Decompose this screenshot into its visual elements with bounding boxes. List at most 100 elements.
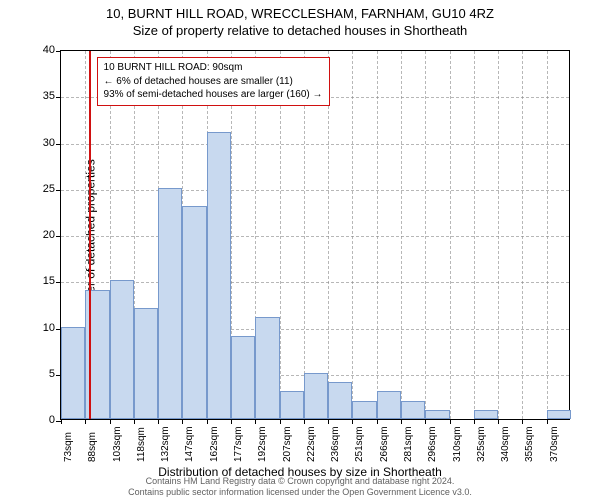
xtick-label: 325sqm — [476, 426, 487, 462]
xtick-mark — [328, 419, 329, 424]
histogram-bar — [207, 132, 231, 419]
ytick-label: 40 — [15, 44, 55, 56]
histogram-bar — [304, 373, 328, 419]
xtick-label: 103sqm — [112, 426, 123, 462]
xtick-mark — [231, 419, 232, 424]
xtick-mark — [304, 419, 305, 424]
annotation-line-1: 10 BURNT HILL ROAD: 90sqm — [104, 61, 323, 75]
gridline-v — [401, 51, 402, 419]
ytick-label: 30 — [15, 137, 55, 149]
gridline-v — [352, 51, 353, 419]
histogram-bar — [280, 391, 304, 419]
xtick-label: 118sqm — [136, 427, 147, 462]
xtick-label: 147sqm — [184, 426, 195, 462]
ytick-label: 35 — [15, 90, 55, 102]
histogram-bar — [231, 336, 255, 419]
gridline-v — [304, 51, 305, 419]
xtick-label: 207sqm — [282, 426, 293, 462]
annotation-line-2: ← 6% of detached houses are smaller (11) — [104, 75, 323, 89]
xtick-mark — [134, 419, 135, 424]
xtick-label: 162sqm — [209, 426, 220, 462]
gridline-v — [328, 51, 329, 419]
histogram-bar — [328, 382, 352, 419]
xtick-mark — [425, 419, 426, 424]
ytick-mark — [56, 51, 61, 52]
xtick-mark — [158, 419, 159, 424]
xtick-label: 281sqm — [403, 426, 414, 462]
ytick-mark — [56, 190, 61, 191]
gridline-h — [61, 144, 569, 145]
histogram-bar — [182, 206, 206, 419]
gridline-v — [474, 51, 475, 419]
histogram-bar — [401, 401, 425, 420]
histogram-bar — [352, 401, 376, 420]
xtick-mark — [547, 419, 548, 424]
gridline-h — [61, 190, 569, 191]
histogram-bar — [255, 317, 279, 419]
xtick-label: 266sqm — [379, 426, 390, 462]
xtick-mark — [474, 419, 475, 424]
ytick-label: 5 — [15, 368, 55, 380]
footer-attribution: Contains HM Land Registry data © Crown c… — [0, 476, 600, 499]
gridline-v — [498, 51, 499, 419]
xtick-mark — [352, 419, 353, 424]
histogram-bar — [134, 308, 158, 419]
xtick-mark — [255, 419, 256, 424]
title-line-2: Size of property relative to detached ho… — [0, 21, 600, 38]
xtick-label: 192sqm — [257, 426, 268, 462]
xtick-label: 340sqm — [500, 426, 511, 462]
xtick-label: 355sqm — [524, 426, 535, 462]
gridline-h — [61, 282, 569, 283]
gridline-v — [377, 51, 378, 419]
xtick-mark — [280, 419, 281, 424]
xtick-label: 310sqm — [452, 426, 463, 462]
xtick-label: 222sqm — [306, 426, 317, 462]
ytick-mark — [56, 144, 61, 145]
ytick-label: 15 — [15, 275, 55, 287]
ytick-mark — [56, 236, 61, 237]
xtick-mark — [498, 419, 499, 424]
xtick-label: 73sqm — [63, 432, 74, 462]
reference-line — [89, 51, 91, 419]
ytick-mark — [56, 97, 61, 98]
ytick-label: 20 — [15, 229, 55, 241]
annotation-line-3: 93% of semi-detached houses are larger (… — [104, 88, 323, 102]
xtick-mark — [377, 419, 378, 424]
xtick-label: 88sqm — [87, 432, 98, 462]
histogram-bar — [377, 391, 401, 419]
histogram-bar — [474, 410, 498, 419]
ytick-label: 25 — [15, 183, 55, 195]
histogram-bar — [425, 410, 449, 419]
gridline-v — [280, 51, 281, 419]
xtick-label: 251sqm — [354, 426, 365, 462]
xtick-mark — [207, 419, 208, 424]
ytick-label: 10 — [15, 322, 55, 334]
xtick-label: 177sqm — [233, 426, 244, 462]
xtick-label: 370sqm — [549, 426, 560, 462]
histogram-bar — [61, 327, 85, 420]
xtick-mark — [450, 419, 451, 424]
footer-line-1: Contains HM Land Registry data © Crown c… — [0, 476, 600, 487]
xtick-mark — [110, 419, 111, 424]
gridline-v — [547, 51, 548, 419]
gridline-v — [450, 51, 451, 419]
histogram-bar — [158, 188, 182, 419]
title-line-1: 10, BURNT HILL ROAD, WRECCLESHAM, FARNHA… — [0, 0, 600, 21]
annotation-box: 10 BURNT HILL ROAD: 90sqm← 6% of detache… — [97, 57, 330, 106]
xtick-mark — [522, 419, 523, 424]
xtick-mark — [182, 419, 183, 424]
plot-area: 10 BURNT HILL ROAD: 90sqm← 6% of detache… — [60, 50, 570, 420]
xtick-label: 132sqm — [160, 426, 171, 462]
xtick-mark — [401, 419, 402, 424]
xtick-label: 236sqm — [330, 426, 341, 462]
ytick-mark — [56, 282, 61, 283]
xtick-label: 296sqm — [427, 426, 438, 462]
histogram-bar — [547, 410, 571, 419]
footer-line-2: Contains public sector information licen… — [0, 487, 600, 498]
gridline-h — [61, 236, 569, 237]
gridline-v — [522, 51, 523, 419]
xtick-mark — [61, 419, 62, 424]
xtick-mark — [85, 419, 86, 424]
histogram-bar — [110, 280, 134, 419]
ytick-label: 0 — [15, 414, 55, 426]
